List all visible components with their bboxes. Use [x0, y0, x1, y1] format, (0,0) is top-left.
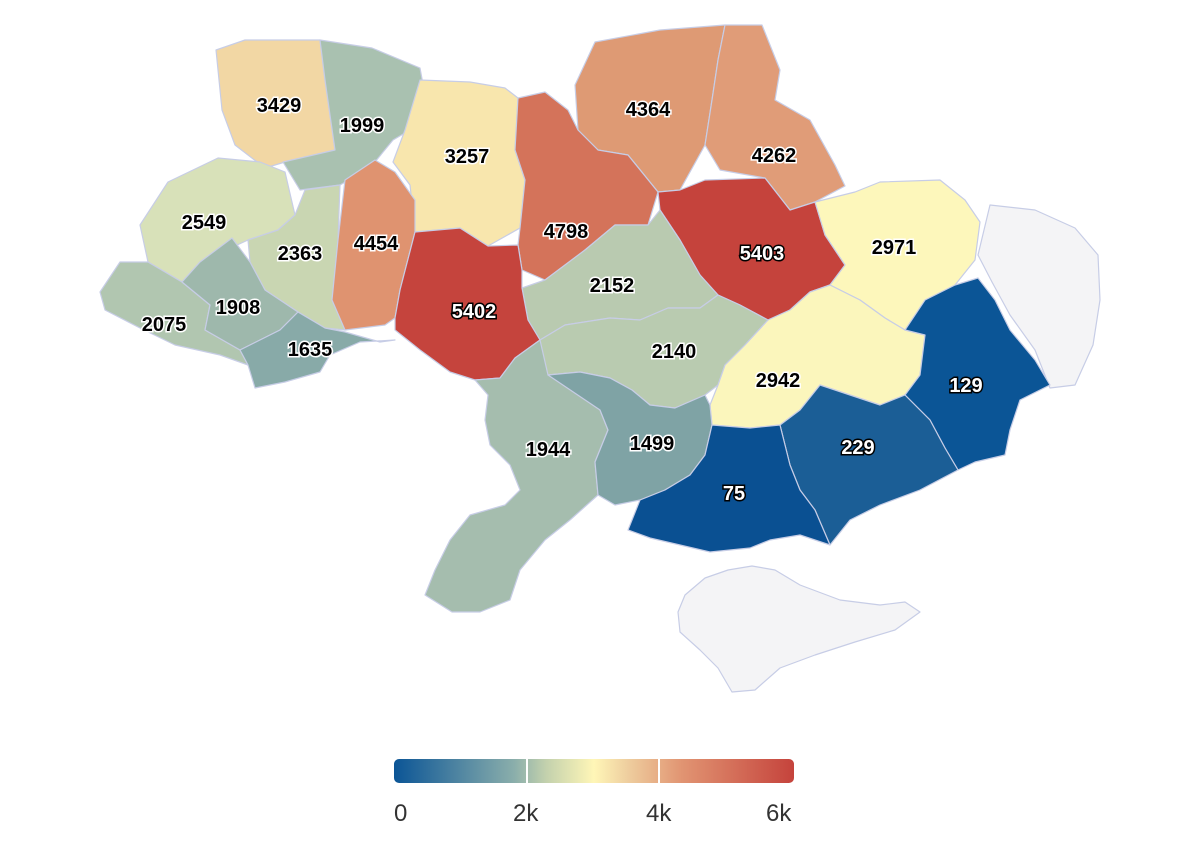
region-value-label: 2971: [872, 237, 917, 259]
region-value-label: 1908: [216, 297, 261, 319]
region-value-label: 4364: [626, 99, 671, 121]
region-chernivtsi[interactable]: [239, 311, 396, 389]
region-value-label: 1635: [288, 339, 333, 361]
region-value-label: 5403: [740, 243, 785, 265]
region-value-label: 1499: [630, 433, 675, 455]
legend-tick-4k: 4k: [646, 800, 672, 827]
region-value-label: 75: [723, 483, 745, 505]
legend-tick-6k: 6k: [766, 800, 792, 827]
legend-divider: [658, 759, 660, 783]
region-value-label: 2075: [142, 314, 187, 336]
region-luhansk[interactable]: [977, 204, 1101, 389]
region-value-label: 5402: [452, 301, 497, 323]
region-value-label: 2152: [590, 275, 635, 297]
region-zhytomyr[interactable]: [392, 79, 526, 247]
region-value-label: 1944: [526, 439, 571, 461]
region-value-label: 4262: [752, 145, 797, 167]
legend-divider: [526, 759, 528, 783]
color-scale-legend: [394, 759, 794, 783]
region-crimea[interactable]: [677, 565, 921, 693]
region-value-label: 4798: [544, 221, 589, 243]
region-value-label: 2363: [278, 243, 323, 265]
region-value-label: 2942: [756, 370, 801, 392]
region-value-label: 3429: [257, 95, 302, 117]
region-value-label: 229: [841, 437, 874, 459]
region-value-label: 129: [949, 375, 982, 397]
legend-tick-0: 0: [394, 800, 408, 827]
region-labels: 3429 1999 3257 4364 4262 2549 2363 4454 …: [140, 94, 984, 507]
region-value-label: 4454: [354, 233, 399, 255]
legend-tick-2k: 2k: [513, 800, 539, 827]
region-value-label: 2549: [182, 212, 227, 234]
region-kherson[interactable]: [627, 424, 831, 553]
region-value-label: 1999: [340, 115, 385, 137]
region-value-label: 2140: [652, 341, 697, 363]
region-value-label: 3257: [445, 146, 490, 168]
